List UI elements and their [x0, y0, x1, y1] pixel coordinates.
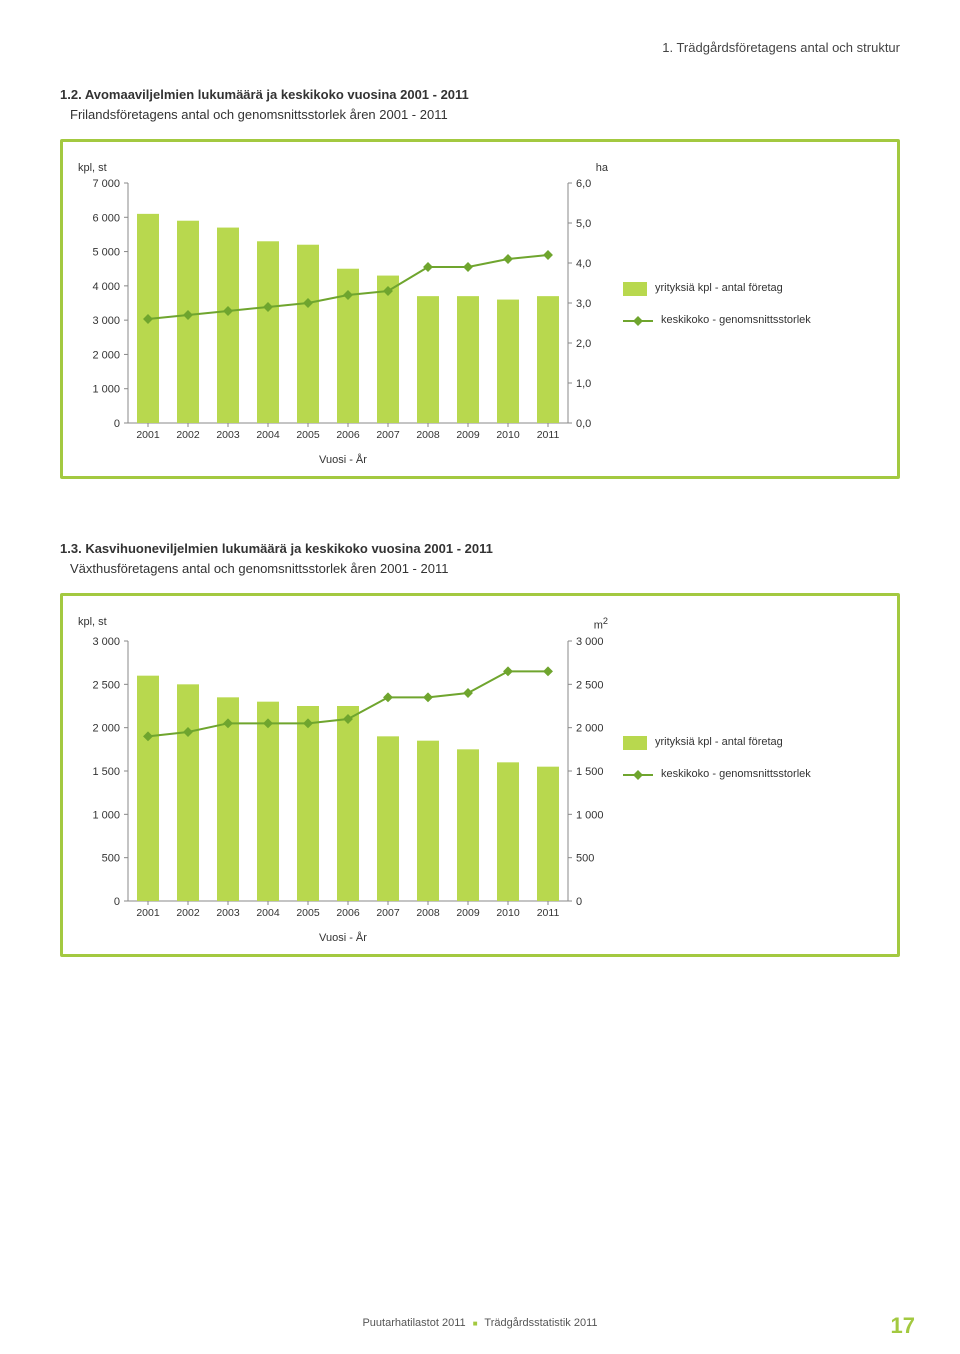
svg-text:2,0: 2,0 — [576, 338, 591, 350]
svg-text:2011: 2011 — [537, 429, 560, 441]
svg-text:2007: 2007 — [376, 429, 400, 441]
svg-text:3 000: 3 000 — [92, 636, 120, 648]
svg-text:2003: 2003 — [216, 429, 240, 441]
legend-swatch-icon — [623, 736, 647, 750]
svg-text:2007: 2007 — [376, 907, 400, 919]
svg-text:4 000: 4 000 — [92, 281, 120, 293]
svg-text:2006: 2006 — [336, 907, 360, 919]
svg-text:1 000: 1 000 — [576, 809, 604, 821]
svg-text:2 000: 2 000 — [576, 722, 604, 734]
svg-text:2002: 2002 — [176, 429, 200, 441]
chart-2-x-title: Vuosi - År — [78, 932, 608, 944]
legend-line-icon — [623, 774, 653, 776]
chart-1-number: 1.2. — [60, 87, 82, 102]
svg-text:2002: 2002 — [176, 907, 200, 919]
chart-2-title-sv: Växthusföretagens antal och genomsnittss… — [70, 561, 448, 576]
svg-text:0: 0 — [114, 896, 120, 908]
svg-text:4,0: 4,0 — [576, 258, 591, 270]
chart-2-block: 1.3. Kasvihuoneviljelmien lukumäärä ja k… — [60, 539, 900, 957]
chart-1-title-sv: Frilandsföretagens antal och genomsnitts… — [70, 107, 448, 122]
svg-text:1,0: 1,0 — [576, 378, 591, 390]
svg-text:500: 500 — [576, 852, 594, 864]
chart-2-number: 1.3. — [60, 541, 82, 556]
svg-text:3,0: 3,0 — [576, 298, 591, 310]
chart-1-legend-line: keskikoko - genomsnittsstorlek — [623, 314, 811, 327]
svg-text:2010: 2010 — [496, 907, 520, 919]
svg-text:1 500: 1 500 — [92, 766, 120, 778]
chart-1-svg: 0 1 000 2 000 3 000 4 000 5 000 6 000 7 000 0,0 1… — [78, 178, 608, 448]
chart-2-title-fi: Kasvihuoneviljelmien lukumäärä ja keskik… — [85, 541, 493, 556]
chart-2-frame: kpl, st m2 0 500 1 000 1 500 2 000 2 500 3 000… — [60, 593, 900, 957]
svg-text:0,0: 0,0 — [576, 418, 591, 430]
footer-right: Trädgårdsstatistik 2011 — [484, 1317, 597, 1329]
svg-text:2005: 2005 — [296, 907, 320, 919]
svg-text:6 000: 6 000 — [92, 212, 120, 224]
svg-text:5,0: 5,0 — [576, 218, 591, 230]
section-header: 1. Trädgårdsföretagens antal och struktu… — [60, 40, 900, 55]
svg-text:2 500: 2 500 — [92, 679, 120, 691]
legend-line-icon — [623, 320, 653, 322]
svg-text:2009: 2009 — [456, 429, 480, 441]
svg-text:2 500: 2 500 — [576, 679, 604, 691]
chart-2-legend1-text: yrityksiä kpl - antal företag — [655, 736, 783, 749]
svg-text:500: 500 — [102, 852, 120, 864]
svg-text:2004: 2004 — [256, 429, 280, 441]
svg-text:2009: 2009 — [456, 907, 480, 919]
chart-2-y1-label: kpl, st — [78, 616, 107, 632]
svg-text:2008: 2008 — [416, 429, 440, 441]
svg-text:3 000: 3 000 — [92, 315, 120, 327]
svg-text:2001: 2001 — [136, 907, 160, 919]
svg-text:2001: 2001 — [136, 429, 160, 441]
footer-left: Puutarhatilastot 2011 — [362, 1317, 465, 1329]
page-footer: Puutarhatilastot 2011 ■ Trädgårdsstatist… — [60, 1317, 900, 1329]
chart-2-legend-bars: yrityksiä kpl - antal företag — [623, 736, 811, 750]
chart-1-y2-label: ha — [596, 162, 608, 174]
svg-text:0: 0 — [576, 896, 582, 908]
svg-text:2 000: 2 000 — [92, 349, 120, 361]
svg-text:2008: 2008 — [416, 907, 440, 919]
svg-text:1 500: 1 500 — [576, 766, 604, 778]
svg-text:5 000: 5 000 — [92, 247, 120, 259]
svg-text:1 000: 1 000 — [92, 384, 120, 396]
chart-2-svg: 0 500 1 000 1 500 2 000 2 500 3 000 0 500 1 000 1 … — [78, 636, 608, 926]
svg-text:2003: 2003 — [216, 907, 240, 919]
svg-text:2 000: 2 000 — [92, 722, 120, 734]
chart-1-legend-bars: yrityksiä kpl - antal företag — [623, 282, 811, 296]
svg-text:0: 0 — [114, 418, 120, 430]
chart-1-title-fi: Avomaaviljelmien lukumäärä ja keskikoko … — [85, 87, 469, 102]
chart-1-legend2-text: keskikoko - genomsnittsstorlek — [661, 314, 811, 327]
page-number: 17 — [891, 1313, 915, 1339]
footer-separator-icon: ■ — [473, 1319, 478, 1328]
svg-text:2006: 2006 — [336, 429, 360, 441]
svg-text:2011: 2011 — [537, 907, 560, 919]
svg-text:2005: 2005 — [296, 429, 320, 441]
chart-2-legend-line: keskikoko - genomsnittsstorlek — [623, 768, 811, 781]
chart-2-legend: yrityksiä kpl - antal företag keskikoko … — [623, 736, 811, 781]
svg-text:6,0: 6,0 — [576, 178, 591, 190]
chart-1-x-title: Vuosi - År — [78, 454, 608, 466]
chart-1-block: 1.2. Avomaaviljelmien lukumäärä ja keski… — [60, 85, 900, 479]
chart-2-y2-label: m2 — [594, 616, 608, 632]
svg-text:2004: 2004 — [256, 907, 280, 919]
svg-text:2010: 2010 — [496, 429, 520, 441]
chart-2-legend2-text: keskikoko - genomsnittsstorlek — [661, 768, 811, 781]
svg-text:7 000: 7 000 — [92, 178, 120, 190]
svg-text:3 000: 3 000 — [576, 636, 604, 648]
legend-swatch-icon — [623, 282, 647, 296]
svg-text:1 000: 1 000 — [92, 809, 120, 821]
chart-1-title: 1.2. Avomaaviljelmien lukumäärä ja keski… — [60, 85, 900, 124]
chart-2-title: 1.3. Kasvihuoneviljelmien lukumäärä ja k… — [60, 539, 900, 578]
chart-1-legend: yrityksiä kpl - antal företag keskikoko … — [623, 282, 811, 327]
chart-1-y1-label: kpl, st — [78, 162, 107, 174]
chart-1-legend1-text: yrityksiä kpl - antal företag — [655, 282, 783, 295]
chart-1-frame: kpl, st ha 0 1 000 2 000 3 000 4 000 5 000 6 0… — [60, 139, 900, 479]
